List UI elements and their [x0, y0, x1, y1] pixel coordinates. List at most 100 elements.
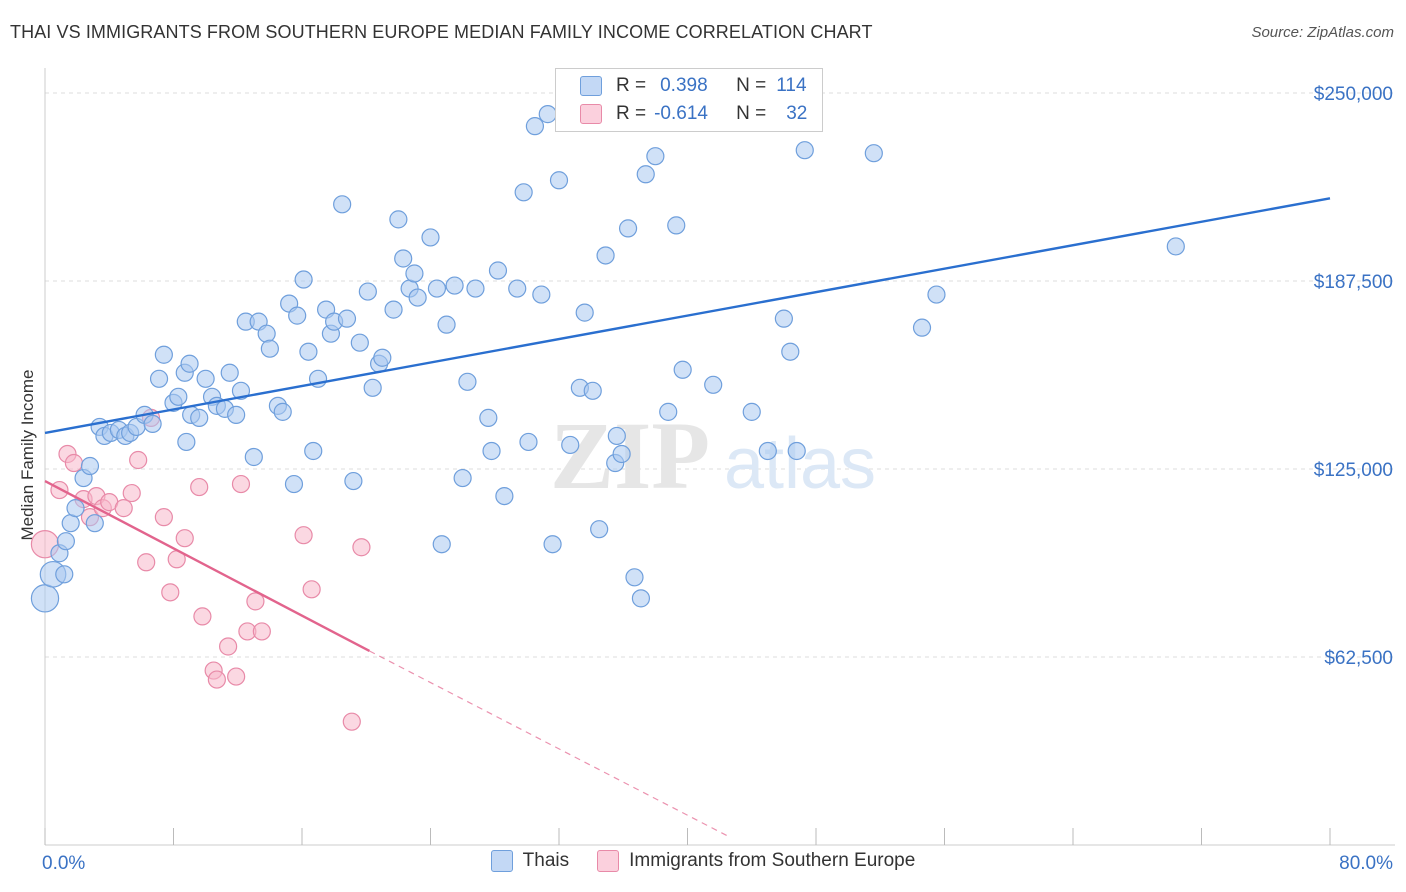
data-point-thais [30, 584, 60, 613]
data-point-southern-europe [122, 483, 141, 503]
trend-lines [44, 197, 1331, 837]
tick-labels: $62,500 $125,000 $187,500 $250,000 0.0% 80.0% [42, 84, 1393, 874]
y-tick-label: $62,500 [1324, 648, 1393, 669]
data-point-thais [659, 402, 678, 421]
data-point-southern-europe [302, 580, 321, 599]
data-point-thais [519, 432, 538, 452]
data-point-thais [625, 568, 644, 587]
axes [44, 68, 1395, 846]
legend-row-thais: R = 0.398 N = 114 [580, 73, 807, 99]
data-point-thais [333, 195, 352, 214]
data-point-thais [405, 264, 424, 283]
chart-title: THAI VS IMMIGRANTS FROM SOUTHERN EUROPE … [10, 22, 873, 42]
data-point-thais [66, 499, 85, 518]
data-point-thais [488, 261, 508, 280]
data-point-southern-europe [231, 474, 251, 494]
legend-label-thais: Thais [522, 850, 570, 871]
data-point-southern-europe [175, 529, 194, 548]
data-point-thais [294, 270, 313, 289]
data-point-southern-europe [190, 477, 209, 497]
data-point-southern-europe [352, 538, 371, 557]
trend-line-southern-europe [44, 479, 371, 653]
legend-swatch-southern-europe [580, 104, 602, 124]
series-legend: Thais Immigrants from Southern Europe [0, 850, 1406, 872]
y-tick-label: $125,000 [1314, 460, 1393, 481]
data-point-southern-europe [246, 592, 265, 611]
data-point-thais [421, 228, 440, 247]
data-point-thais [260, 339, 279, 358]
legend-item-southern-europe[interactable]: Immigrants from Southern Europe [597, 850, 915, 872]
data-point-thais [549, 171, 569, 190]
data-point-thais [495, 486, 514, 506]
data-point-southern-europe [219, 637, 238, 656]
data-point-thais [596, 246, 615, 265]
legend-n-value: 32 [786, 103, 808, 124]
data-point-thais [358, 282, 377, 301]
data-point-thais [673, 360, 692, 379]
data-point-thais [631, 589, 651, 608]
data-point-thais [56, 532, 75, 551]
data-point-thais [363, 378, 382, 397]
data-point-thais [1166, 237, 1185, 256]
data-point-thais [781, 342, 800, 361]
trend-line-thais [44, 197, 1331, 435]
x-tick-label: 0.0% [42, 853, 85, 874]
data-point-thais [453, 468, 472, 488]
gridlines [45, 92, 1395, 658]
data-point-thais [299, 342, 318, 361]
data-point-thais [514, 183, 533, 202]
legend-swatch-thais [580, 76, 602, 96]
data-point-thais [394, 249, 413, 268]
data-point-thais [864, 144, 883, 163]
legend-r-label: R = [616, 75, 647, 96]
data-point-thais [337, 309, 357, 328]
legend-n-value: 114 [776, 75, 807, 96]
data-point-thais [373, 348, 392, 367]
data-point-thais [618, 219, 638, 238]
data-point-southern-europe [252, 622, 271, 641]
data-point-thais [304, 441, 323, 461]
correlation-legend: R = 0.398 N = 114 R = -0.614 N = 32 [555, 68, 823, 132]
data-point-thais [927, 285, 946, 304]
trend-extension-southern-europe [369, 650, 728, 837]
data-point-southern-europe [227, 667, 246, 686]
source-credit: Source: ZipAtlas.com [1251, 24, 1394, 41]
legend-n-label: N = [736, 75, 767, 96]
data-point-thais [538, 105, 557, 124]
data-point-thais [646, 147, 665, 166]
data-point-thais [350, 333, 369, 352]
data-point-thais [458, 372, 477, 391]
data-point-thais [590, 520, 609, 539]
data-point-thais [55, 565, 74, 584]
data-point-thais [154, 345, 173, 364]
data-point-thais [85, 514, 104, 533]
series-thais [30, 105, 1185, 613]
legend-n-label: N = [736, 103, 767, 124]
watermark-atlas: atlas [724, 424, 876, 504]
data-point-thais [432, 535, 451, 554]
data-point-thais [384, 300, 403, 319]
data-point-thais [149, 369, 169, 388]
data-point-thais [427, 279, 447, 298]
legend-swatch-thais [490, 850, 513, 872]
data-point-thais [284, 474, 304, 494]
data-point-thais [479, 408, 498, 427]
data-point-thais [912, 318, 932, 337]
data-point-thais [561, 435, 580, 455]
data-point-thais [445, 276, 464, 295]
data-point-southern-europe [193, 607, 212, 626]
data-point-southern-europe [207, 670, 226, 689]
legend-item-thais[interactable]: Thais [490, 850, 570, 872]
data-point-southern-europe [294, 526, 313, 545]
legend-swatch-southern-europe [597, 850, 620, 872]
data-point-southern-europe [137, 553, 156, 572]
data-point-thais [408, 288, 427, 307]
data-point-southern-europe [64, 453, 84, 473]
data-point-thais [227, 405, 246, 424]
data-point-thais [196, 369, 215, 388]
data-point-thais [169, 387, 188, 406]
data-point-thais [704, 375, 723, 394]
data-point-southern-europe [161, 583, 180, 602]
data-point-thais [220, 363, 239, 382]
data-point-thais [389, 210, 408, 229]
